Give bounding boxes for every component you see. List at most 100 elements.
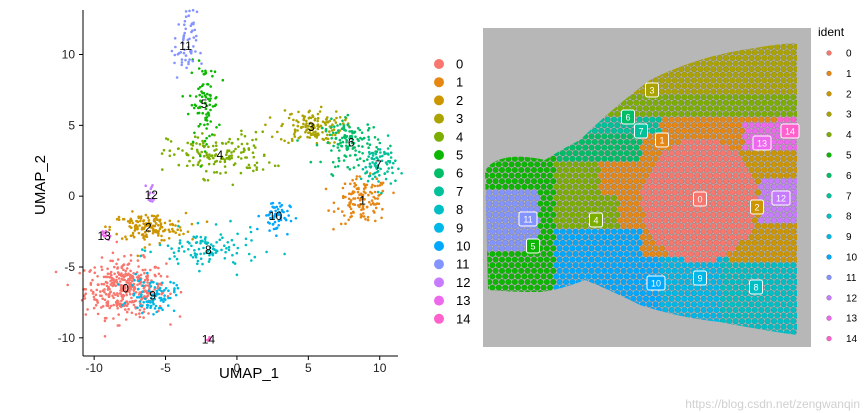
- point-cluster-8: [183, 250, 186, 253]
- spot-cluster-8: [738, 262, 746, 269]
- spot-cluster-9: [687, 295, 694, 302]
- point-cluster-4: [223, 160, 227, 164]
- spot-cluster-12: [793, 189, 797, 196]
- spot-cluster-2: [793, 155, 797, 162]
- point-cluster-0: [178, 315, 182, 318]
- point-cluster-0: [128, 292, 132, 296]
- spot-cluster-6: [626, 155, 634, 162]
- spot-cluster-3: [658, 77, 666, 84]
- point-cluster-4: [196, 136, 200, 139]
- spot-cluster-8: [796, 329, 797, 335]
- spot-cluster-12: [770, 183, 778, 190]
- spot-cluster-12: [786, 178, 794, 185]
- point-cluster-1: [358, 204, 361, 208]
- spot-cluster-10: [623, 273, 630, 280]
- point-cluster-10: [273, 220, 277, 224]
- point-cluster-2: [156, 218, 159, 222]
- point-cluster-9: [169, 280, 172, 284]
- point-cluster-7: [361, 167, 365, 171]
- point-cluster-0: [151, 290, 154, 294]
- spot-cluster-1: [642, 138, 650, 146]
- point-cluster-7: [366, 179, 370, 183]
- spot-cluster-10: [604, 228, 611, 235]
- spot-cluster-9: [706, 273, 714, 280]
- spot-cluster-10: [636, 295, 643, 302]
- point-cluster-5: [202, 72, 206, 76]
- spot-cluster-5: [546, 194, 554, 202]
- point-cluster-8: [202, 246, 205, 250]
- point-cluster-2: [132, 235, 136, 239]
- spot-cluster-2: [754, 189, 762, 196]
- cluster-label-4: 4: [216, 148, 223, 162]
- spot-cluster-8: [745, 318, 752, 325]
- spot-cluster-10: [636, 239, 643, 246]
- point-cluster-0: [89, 281, 93, 285]
- point-cluster-0: [103, 291, 106, 294]
- spot-cluster-0: [674, 206, 682, 213]
- spot-cluster-5: [537, 178, 544, 185]
- spot-cluster-0: [681, 172, 688, 179]
- spot-cluster-0: [700, 239, 707, 246]
- spot-cluster-10: [636, 273, 643, 280]
- spot-cluster-0: [716, 155, 723, 162]
- spot-cluster-0: [722, 200, 730, 207]
- point-cluster-1: [343, 182, 347, 185]
- spot-cluster-5: [518, 256, 525, 263]
- spot-cluster-0: [690, 178, 698, 185]
- spot-cluster-9: [662, 295, 669, 302]
- spot-cluster-1: [700, 116, 707, 123]
- spot-cluster-1: [665, 122, 672, 129]
- spatial-legend-label-10: 10: [846, 253, 858, 264]
- spot-cluster-0: [722, 245, 730, 252]
- spot-cluster-11: [505, 234, 512, 241]
- spot-tag-12: [771, 190, 791, 206]
- point-cluster-9: [137, 287, 140, 291]
- point-cluster-7: [397, 167, 400, 171]
- point-cluster-8: [215, 241, 218, 244]
- point-cluster-7: [376, 169, 380, 173]
- spot-cluster-12: [764, 183, 771, 190]
- spot-cluster-5: [495, 262, 502, 269]
- spot-cluster-5: [540, 262, 547, 269]
- spot-cluster-0: [662, 183, 669, 190]
- point-cluster-5: [205, 143, 208, 146]
- spot-cluster-11: [495, 194, 502, 202]
- spatial-legend-label-5: 5: [846, 151, 852, 162]
- point-cluster-0: [111, 294, 114, 298]
- spot-cluster-0: [738, 194, 746, 202]
- spot-cluster-7: [617, 127, 624, 134]
- point-cluster-0: [116, 324, 120, 327]
- point-cluster-0: [137, 265, 140, 268]
- spot-cluster-8: [735, 312, 742, 319]
- point-cluster-4: [219, 160, 222, 163]
- point-cluster-0: [111, 284, 114, 288]
- spot-cluster-5: [518, 166, 525, 174]
- spot-cluster-10: [585, 262, 592, 269]
- spot-cluster-14: [777, 116, 784, 123]
- point-cluster-13: [105, 234, 108, 238]
- spot-cluster-5: [540, 172, 547, 179]
- point-cluster-2: [142, 236, 145, 240]
- point-cluster-3: [307, 131, 310, 134]
- point-cluster-6: [367, 135, 370, 139]
- spot-cluster-0: [649, 206, 656, 213]
- spot-cluster-7: [601, 122, 608, 129]
- spot-cluster-5: [550, 278, 557, 286]
- spot-cluster-1: [674, 138, 682, 146]
- point-cluster-0: [95, 288, 99, 292]
- point-cluster-0: [159, 274, 163, 278]
- spot-cluster-4: [678, 99, 685, 106]
- spot-cluster-9: [713, 295, 720, 302]
- point-cluster-7: [377, 148, 380, 151]
- spot-cluster-2: [745, 250, 752, 258]
- point-cluster-1: [368, 200, 371, 204]
- spot-cluster-3: [726, 71, 733, 78]
- spot-cluster-8: [777, 306, 784, 314]
- spot-cluster-8: [729, 312, 736, 319]
- point-cluster-4: [251, 151, 255, 154]
- point-cluster-5: [198, 105, 202, 109]
- point-cluster-3: [283, 109, 287, 112]
- point-cluster-5: [197, 59, 201, 62]
- legend-key-11: [434, 259, 444, 270]
- spot-cluster-3: [713, 82, 720, 90]
